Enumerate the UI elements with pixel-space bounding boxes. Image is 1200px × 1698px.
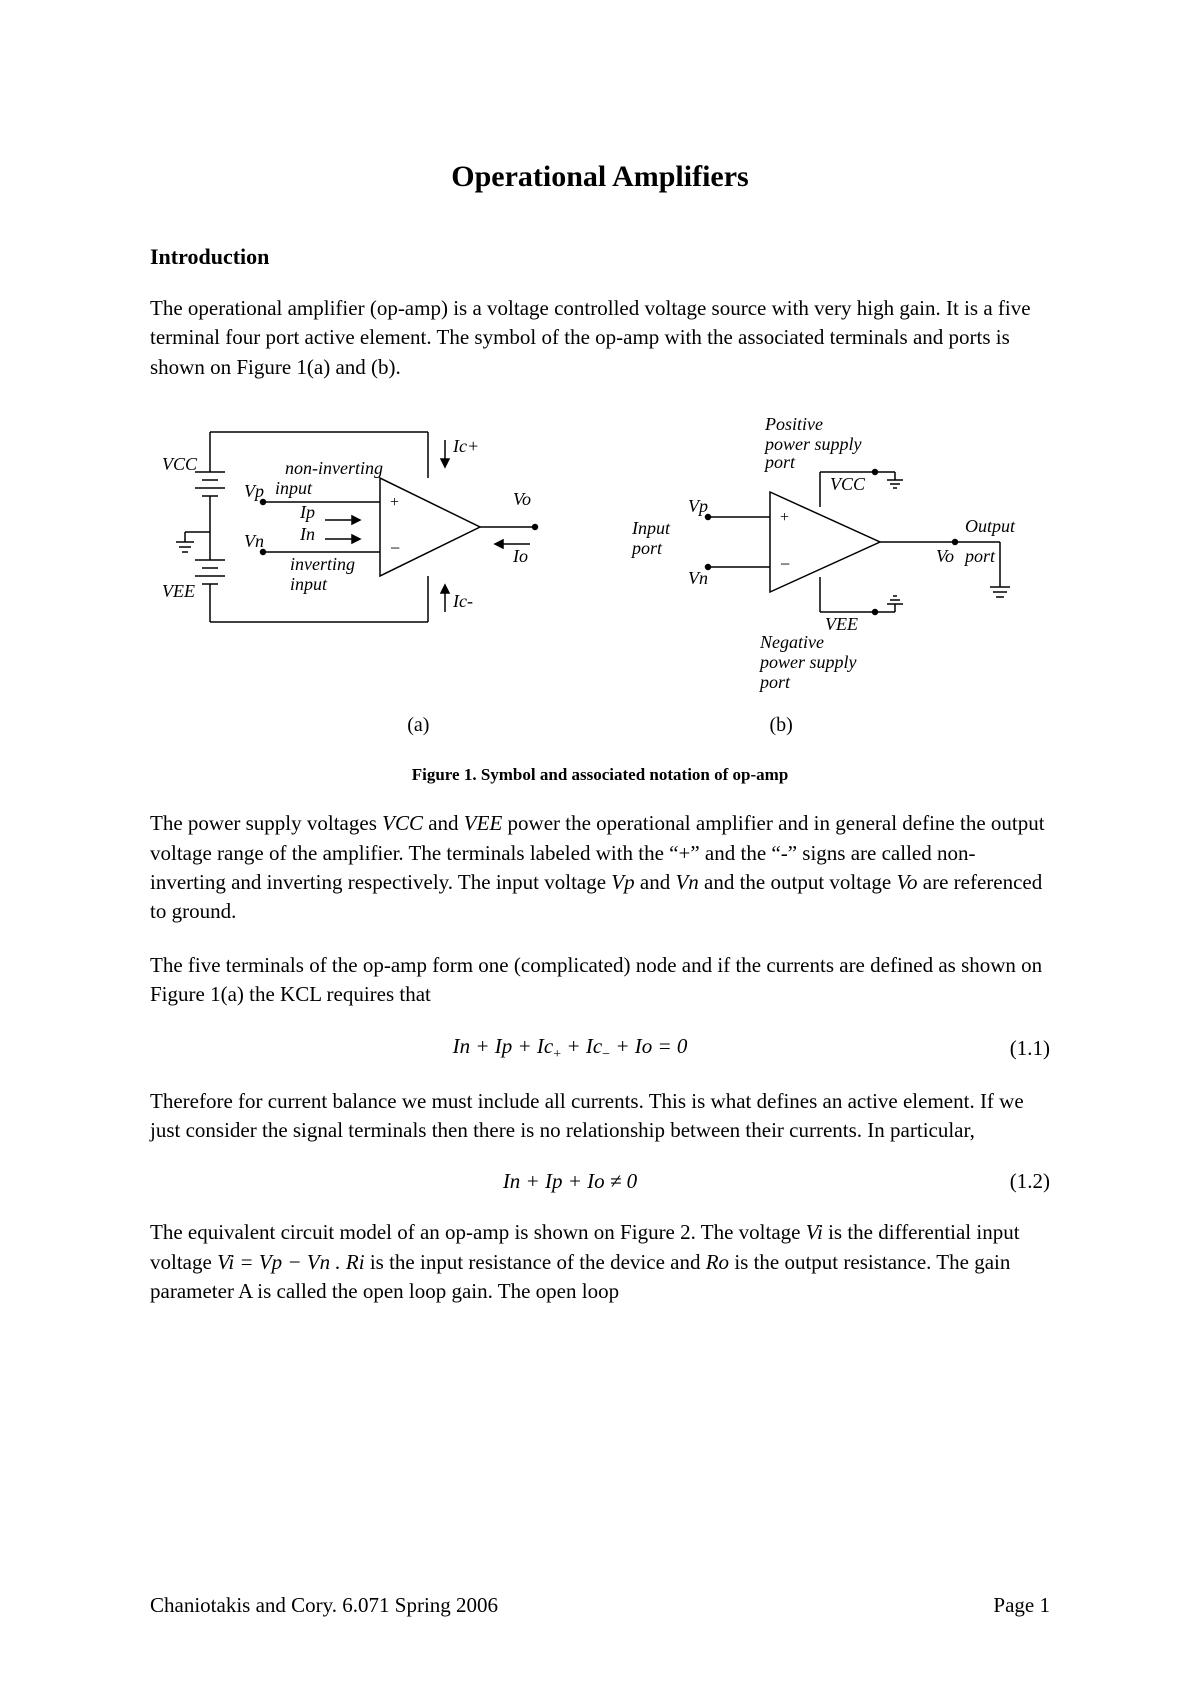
svg-text:VCC: VCC: [830, 474, 866, 494]
svg-text:Ip: Ip: [299, 502, 315, 522]
svg-text:Vp: Vp: [244, 481, 264, 501]
figure-1-subcaptions: (a) (b): [150, 714, 1050, 737]
svg-text:non-inverting: non-inverting: [285, 458, 383, 478]
figure-1: + − VCC VEE Vp Vn non-inverting input Ip…: [150, 412, 1050, 785]
paragraph-5: The equivalent circuit model of an op-am…: [150, 1218, 1050, 1306]
equation-1-1: In + Ip + Ic+ + Ic− + Io = 0 (1.1): [150, 1034, 1050, 1063]
svg-text:Input: Input: [631, 518, 671, 538]
svg-text:−: −: [780, 554, 790, 574]
figure-1-caption: Figure 1. Symbol and associated notation…: [150, 765, 1050, 785]
svg-text:Vn: Vn: [244, 531, 264, 551]
paragraph-2: The power supply voltages VCC and VEE po…: [150, 809, 1050, 927]
svg-text:port: port: [758, 672, 791, 692]
figure-1a-label: (a): [407, 714, 429, 737]
section-heading-introduction: Introduction: [150, 244, 1050, 270]
svg-text:Negative: Negative: [759, 632, 824, 652]
figure-1a: + − VCC VEE Vp Vn non-inverting input Ip…: [150, 412, 580, 652]
figure-1b: + − Positive power supply port VCC Vp Vn…: [620, 412, 1050, 702]
svg-text:Vo: Vo: [936, 546, 954, 566]
svg-text:+: +: [390, 494, 399, 511]
svg-text:VCC: VCC: [162, 454, 198, 474]
svg-text:In: In: [299, 524, 315, 544]
svg-text:VEE: VEE: [825, 614, 858, 634]
svg-text:power supply: power supply: [758, 652, 857, 672]
svg-text:input: input: [275, 478, 313, 498]
page: Operational Amplifiers Introduction The …: [0, 0, 1200, 1698]
svg-text:VEE: VEE: [162, 581, 195, 601]
svg-text:Ic-: Ic-: [452, 591, 473, 611]
page-footer: Chaniotakis and Cory. 6.071 Spring 2006 …: [150, 1593, 1050, 1618]
svg-text:+: +: [780, 509, 789, 526]
footer-left: Chaniotakis and Cory. 6.071 Spring 2006: [150, 1593, 498, 1618]
svg-text:input: input: [290, 574, 328, 594]
equation-1-2: In + Ip + Io ≠ 0 (1.2): [150, 1169, 1050, 1194]
svg-text:Ic+: Ic+: [452, 436, 479, 456]
paragraph-3: The five terminals of the op-amp form on…: [150, 951, 1050, 1010]
footer-right: Page 1: [993, 1593, 1050, 1618]
paragraph-4: Therefore for current balance we must in…: [150, 1087, 1050, 1146]
svg-text:port: port: [630, 538, 663, 558]
svg-text:inverting: inverting: [290, 554, 355, 574]
svg-text:−: −: [390, 538, 400, 558]
svg-text:Output: Output: [965, 516, 1016, 536]
svg-text:power supply: power supply: [763, 434, 862, 454]
svg-text:Vo: Vo: [513, 489, 531, 509]
svg-text:Vn: Vn: [688, 568, 708, 588]
svg-text:port: port: [763, 452, 796, 472]
page-title: Operational Amplifiers: [150, 160, 1050, 194]
svg-text:Vp: Vp: [688, 496, 708, 516]
svg-text:port: port: [963, 546, 996, 566]
equation-1-2-number: (1.2): [990, 1169, 1050, 1194]
svg-text:Positive: Positive: [764, 414, 823, 434]
equation-1-1-number: (1.1): [990, 1036, 1050, 1061]
figure-1b-label: (b): [769, 714, 792, 737]
paragraph-1: The operational amplifier (op-amp) is a …: [150, 294, 1050, 382]
svg-text:Io: Io: [512, 546, 528, 566]
